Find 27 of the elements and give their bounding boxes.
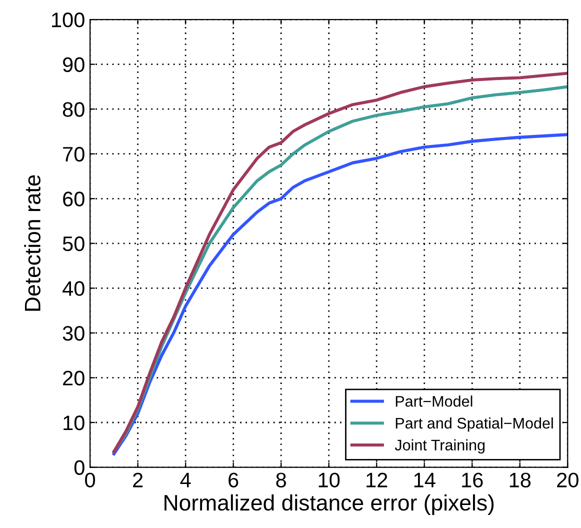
x-tick-label: 6: [228, 472, 238, 488]
x-tick-label: 8: [276, 472, 286, 488]
y-tick-label: 60: [63, 192, 84, 206]
x-tick-label: 4: [180, 472, 191, 488]
y-tick-label: 100: [52, 12, 84, 28]
y-tick-label: 40: [62, 281, 84, 296]
y-tick-label: 90: [63, 57, 84, 72]
y-tick-label: 10: [64, 416, 84, 430]
y-tick-label: 20: [63, 370, 84, 386]
x-tick-label: 18: [510, 472, 531, 488]
y-tick-label: 50: [62, 236, 84, 252]
x-tick-label: 20: [557, 472, 578, 488]
x-axis-title: Normalized distance error (pixels): [164, 494, 494, 516]
y-axis-title: Detection rate: [24, 175, 40, 311]
y-tick-label: 80: [62, 102, 84, 117]
x-tick-label: 10: [318, 472, 340, 488]
y-tick-label: 0: [74, 460, 84, 476]
x-tick-label: 16: [462, 472, 483, 488]
x-tick-label: 14: [414, 472, 436, 488]
y-tick-label: 30: [62, 326, 84, 341]
x-tick-label: 0: [85, 472, 96, 488]
x-tick-label: 2: [133, 472, 143, 488]
legend-label: Part−Model: [396, 396, 472, 407]
y-tick-label: 70: [63, 146, 84, 162]
legend-label: Joint Training: [394, 439, 485, 454]
legend-label: Part and Spatial−Model: [396, 417, 553, 432]
x-tick-label: 12: [366, 472, 388, 488]
